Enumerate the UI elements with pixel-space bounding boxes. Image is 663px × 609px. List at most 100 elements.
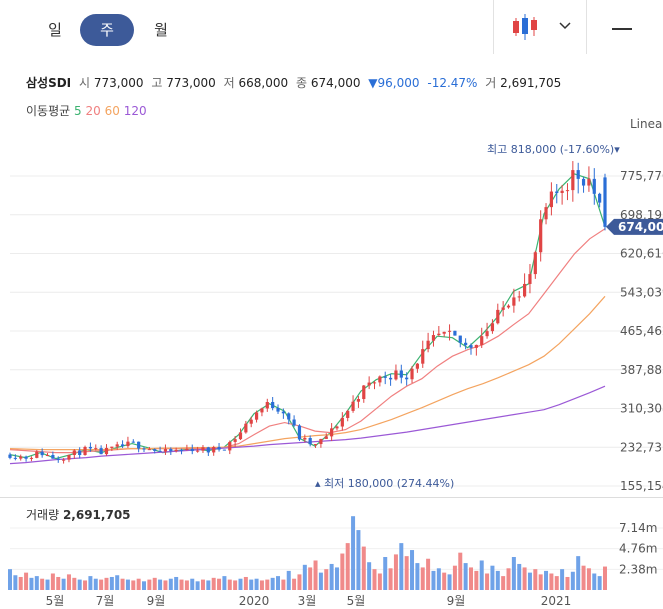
volume-bar <box>66 574 71 590</box>
volume-bar <box>351 516 356 590</box>
candle-body <box>233 439 237 442</box>
stock-name: 삼성SDI <box>26 76 72 90</box>
candle-body <box>147 449 151 451</box>
tab-daily[interactable]: 일 <box>48 21 62 39</box>
candle-body <box>99 448 103 455</box>
volume-bar <box>24 572 29 590</box>
chevron-down-icon <box>559 22 571 30</box>
volume-bar <box>13 575 18 590</box>
x-tick-label: 7월 <box>96 594 115 608</box>
volume-bar <box>302 564 307 590</box>
candle-body <box>603 177 607 227</box>
candle-body <box>453 330 457 336</box>
volume-bar <box>468 567 473 590</box>
candle-body <box>490 323 495 332</box>
candle-body <box>431 335 436 341</box>
tab-monthly[interactable]: 월 <box>154 21 168 39</box>
ma-5-label[interactable]: 5 <box>74 104 82 118</box>
volume-bar <box>313 560 318 590</box>
candle-body <box>346 410 350 418</box>
candle-body <box>83 446 87 455</box>
candle-body <box>549 191 553 208</box>
y-tick-label: 698,193 <box>620 208 663 222</box>
scale-mode-toggle[interactable]: Linear <box>630 117 663 131</box>
ma-60-line <box>9 295 606 451</box>
candle-body <box>571 170 575 191</box>
volume-bar <box>383 557 388 590</box>
candle-body <box>447 330 452 332</box>
volume-bar <box>420 567 425 590</box>
volume-bar <box>501 576 506 590</box>
volume-bar <box>452 565 457 590</box>
volume-bar <box>340 553 345 590</box>
tab-weekly[interactable]: 주 <box>80 14 134 46</box>
x-tick-label: 3월 <box>298 594 317 608</box>
chart-type-selector[interactable] <box>493 0 587 54</box>
x-tick-label: 9월 <box>147 594 166 608</box>
candle-body <box>292 419 296 426</box>
volume-chart[interactable]: 7.14m 4.76m 2.38m 5월 7월 9월 2020 3월 5월 9월 2021 <box>0 498 663 609</box>
candle-body <box>29 457 34 459</box>
candle-body <box>78 450 82 455</box>
x-tick-label: 5월 <box>347 594 366 608</box>
open-label: 시 <box>78 76 91 90</box>
quote-summary: 삼성SDI 시 773,000 고 773,000 저 668,000 종 67… <box>26 74 561 91</box>
ma-20-label[interactable]: 20 <box>85 104 101 118</box>
candle-body <box>501 307 505 310</box>
volume-bar <box>270 577 275 590</box>
candle-body <box>415 363 419 369</box>
volume-bar <box>377 573 382 590</box>
x-tick-label: 2021 <box>541 594 572 608</box>
ma-60-label[interactable]: 60 <box>104 104 120 118</box>
high-label: 고 <box>151 76 163 90</box>
candle-body <box>533 252 537 275</box>
volume-bar <box>490 565 495 590</box>
volume-bar <box>442 572 447 590</box>
candle-body <box>297 425 302 440</box>
y-tick-label: 775,770 <box>620 169 663 183</box>
candle-body <box>426 340 430 350</box>
candle-body <box>62 459 66 461</box>
y-tick-label: 387,885 <box>620 363 663 377</box>
candle-body <box>35 451 39 458</box>
candle-body <box>126 441 130 447</box>
candle-body <box>388 377 393 380</box>
candle-body <box>238 432 243 440</box>
candle-body <box>340 417 344 427</box>
candle-body <box>40 451 44 456</box>
high-value: 773,000 <box>166 76 216 90</box>
candle-body <box>281 411 285 414</box>
ma-120-label[interactable]: 120 <box>123 104 147 118</box>
volume-bar <box>603 566 607 590</box>
volume-bar <box>495 570 500 590</box>
volume-bar <box>544 570 549 590</box>
volume-bar <box>77 579 82 590</box>
candle-body <box>367 382 371 386</box>
volume-bar <box>431 570 436 590</box>
volume-bar <box>345 543 350 590</box>
volume-bar <box>72 577 77 590</box>
volume-bar <box>18 576 23 590</box>
close-value: 674,000 <box>310 76 361 90</box>
volume-bar <box>404 556 409 590</box>
candle-body <box>539 219 543 253</box>
minimize-icon[interactable] <box>612 28 632 30</box>
candle-body <box>351 401 355 411</box>
volume-y-tick-label: 2.38m <box>619 562 657 576</box>
candle-body <box>249 419 253 424</box>
volume-bar <box>227 579 232 590</box>
volume-bar <box>399 543 404 590</box>
volume-bar <box>125 579 130 590</box>
candle-body <box>485 331 489 337</box>
volume-bar <box>259 580 264 590</box>
candle-body <box>496 309 500 324</box>
ma-20-line <box>9 228 606 454</box>
price-chart[interactable]: 775,770 698,193 620,616 543,039 465,462 387,8… <box>0 135 663 497</box>
volume-bar <box>361 546 366 590</box>
candle-body <box>51 455 55 459</box>
candle-body <box>206 447 210 453</box>
volume-bar <box>549 573 554 590</box>
change-value: 96,000 <box>377 76 420 90</box>
candle-body <box>72 450 76 456</box>
candle-body <box>153 449 157 451</box>
